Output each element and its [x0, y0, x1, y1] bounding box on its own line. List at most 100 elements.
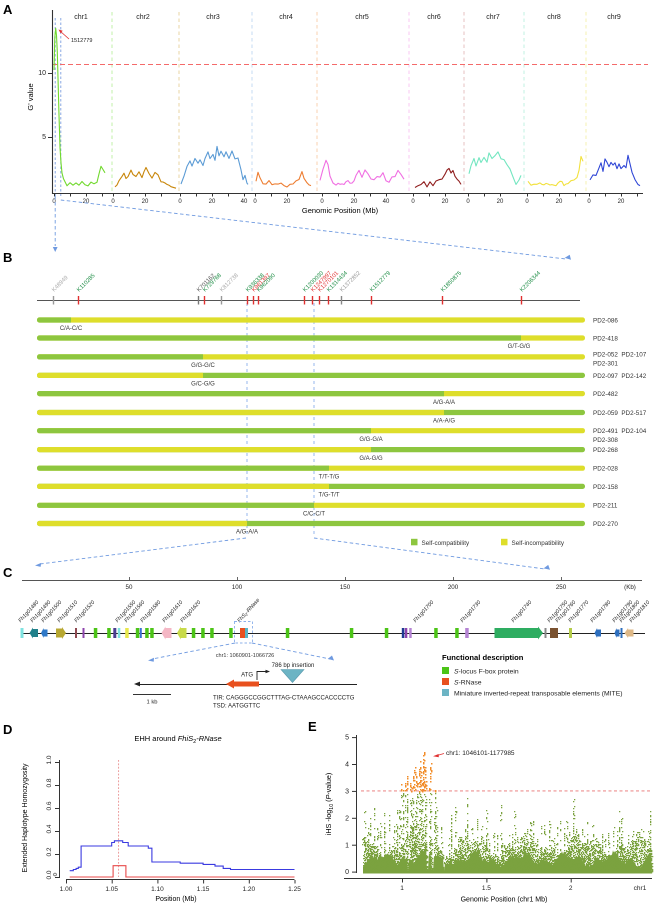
svg-text:chr6: chr6 — [427, 14, 441, 21]
svg-text:chr9: chr9 — [607, 14, 621, 21]
svg-text:PD2-270: PD2-270 — [593, 521, 618, 528]
svg-text:0: 0 — [52, 199, 56, 205]
svg-text:PD2-301: PD2-301 — [593, 360, 618, 367]
svg-text:20: 20 — [497, 199, 504, 205]
svg-text:1: 1 — [345, 842, 349, 849]
svg-text:Extended Haplotype Homozygosit: Extended Haplotype Homozygosity — [22, 763, 29, 872]
svg-text:Position (Mb): Position (Mb) — [155, 896, 196, 903]
svg-text:chr4: chr4 — [279, 14, 293, 21]
svg-text:3: 3 — [345, 789, 349, 796]
svg-text:chr3: chr3 — [206, 14, 220, 21]
svg-text:1.0: 1.0 — [46, 755, 53, 764]
svg-text:S-locus F-box protein: S-locus F-box protein — [454, 669, 519, 676]
svg-text:K48949: K48949 — [51, 275, 69, 293]
svg-text:4: 4 — [345, 762, 349, 769]
svg-text:Functional description: Functional description — [442, 653, 524, 662]
svg-text:chr7: chr7 — [486, 14, 500, 21]
svg-text:FhS2-RNase: FhS2-RNase — [237, 597, 262, 624]
svg-text:0: 0 — [587, 199, 591, 205]
svg-text:PD2-491 PD2-104: PD2-491 PD2-104 — [593, 428, 647, 435]
svg-text:(Kb): (Kb) — [624, 584, 636, 591]
svg-text:0: 0 — [253, 199, 257, 205]
svg-text:K2206344: K2206344 — [519, 270, 542, 293]
svg-text:EHH around FhiS2-RNase: EHH around FhiS2-RNase — [134, 734, 221, 745]
svg-text:G/G-G/A: G/G-G/A — [359, 437, 382, 443]
svg-text:1.25: 1.25 — [288, 886, 301, 893]
svg-text:G/T-G/G: G/T-G/G — [508, 344, 531, 350]
svg-text:1.10: 1.10 — [151, 886, 164, 893]
svg-text:0: 0 — [320, 199, 324, 205]
svg-text:A/G-A/A: A/G-A/A — [236, 530, 258, 536]
svg-text:Miniature inverted-repeat tran: Miniature inverted-repeat transposable e… — [454, 691, 623, 698]
svg-text:Self-compatibility: Self-compatibility — [422, 540, 470, 547]
svg-text:C: C — [3, 565, 13, 580]
svg-text:iHS -log10 (P-value): iHS -log10 (P-value) — [324, 773, 335, 836]
svg-text:G/G-G/C: G/G-G/C — [191, 363, 215, 369]
svg-text:1.5: 1.5 — [482, 885, 491, 892]
svg-text:0.8: 0.8 — [46, 778, 53, 787]
svg-text:20: 20 — [618, 199, 625, 205]
svg-text:K110285: K110285 — [76, 273, 96, 293]
svg-text:PD2-268: PD2-268 — [593, 447, 618, 454]
svg-text:PD2-418: PD2-418 — [593, 335, 618, 342]
svg-text:20: 20 — [284, 199, 291, 205]
svg-text:20: 20 — [556, 199, 563, 205]
svg-text:chr8: chr8 — [547, 14, 561, 21]
svg-text:0: 0 — [178, 199, 182, 205]
svg-text:chr1: 1060901-1066726: chr1: 1060901-1066726 — [216, 653, 274, 659]
svg-text:1.00: 1.00 — [60, 886, 73, 893]
svg-text:2: 2 — [569, 885, 573, 892]
svg-text:K812738: K812738 — [219, 273, 240, 294]
svg-text:10: 10 — [38, 70, 46, 77]
svg-text:1512779: 1512779 — [71, 38, 92, 44]
svg-text:0: 0 — [525, 199, 529, 205]
svg-text:chr1: chr1 — [634, 885, 647, 892]
svg-text:TIR: CAGGGCCGGCTTTAG-CTAAAGCCA: TIR: CAGGGCCGGCTTTAG-CTAAAGCCACCCCTG — [213, 696, 355, 702]
svg-text:100: 100 — [232, 584, 243, 591]
svg-text:T/T-T/G: T/T-T/G — [319, 474, 340, 480]
svg-text:786 bp insertion: 786 bp insertion — [272, 663, 315, 669]
svg-text:Genomic Position (Mb): Genomic Position (Mb) — [302, 206, 379, 215]
svg-text:ATG: ATG — [241, 673, 253, 679]
svg-text:PD2-059 PD2-517: PD2-059 PD2-517 — [593, 410, 647, 417]
svg-text:D: D — [3, 722, 12, 737]
svg-text:2: 2 — [345, 815, 349, 822]
svg-text:PD2-211: PD2-211 — [593, 503, 618, 510]
svg-text:PD2-308: PD2-308 — [593, 437, 618, 444]
svg-text:200: 200 — [448, 584, 459, 591]
svg-text:A: A — [3, 2, 13, 17]
svg-text:TSD: AATGGTTC: TSD: AATGGTTC — [213, 704, 261, 710]
svg-text:A/G-A/A: A/G-A/A — [433, 400, 455, 406]
svg-text:A/A-A/G: A/A-A/G — [433, 419, 455, 425]
svg-text:50: 50 — [126, 584, 133, 591]
svg-text:0: 0 — [466, 199, 470, 205]
svg-text:Self-incompatibility: Self-incompatibility — [512, 540, 565, 547]
svg-text:0.4: 0.4 — [46, 824, 53, 833]
svg-text:E: E — [308, 719, 317, 734]
svg-text:PD2-097 PD2-142: PD2-097 PD2-142 — [593, 373, 647, 380]
svg-text:1.20: 1.20 — [242, 886, 255, 893]
svg-text:20: 20 — [209, 199, 216, 205]
svg-text:PD2-086: PD2-086 — [593, 317, 618, 324]
svg-text:G/C-G/G: G/C-G/G — [191, 382, 215, 388]
svg-text:Fh1g01700: Fh1g01700 — [413, 600, 436, 624]
svg-text:chr1: chr1 — [74, 14, 88, 21]
svg-text:150: 150 — [340, 584, 351, 591]
svg-text:B: B — [3, 250, 12, 265]
svg-text:T/G-T/T: T/G-T/T — [319, 493, 340, 499]
svg-text:0.2: 0.2 — [46, 847, 53, 856]
svg-text:0: 0 — [345, 869, 349, 876]
svg-text:PD2-028: PD2-028 — [593, 466, 618, 473]
svg-text:20: 20 — [442, 199, 449, 205]
svg-text:0.0: 0.0 — [46, 870, 53, 879]
svg-text:Fh1g01730: Fh1g01730 — [460, 600, 483, 624]
svg-text:chr1: 1046101-1177985: chr1: 1046101-1177985 — [446, 750, 515, 757]
svg-text:K1512779: K1512779 — [369, 270, 392, 293]
svg-text:C/C-C/T: C/C-C/T — [303, 512, 325, 518]
svg-text:chr5: chr5 — [355, 14, 369, 21]
svg-text:S-RNase: S-RNase — [454, 680, 482, 687]
svg-text:5: 5 — [345, 735, 349, 742]
svg-text:G/A-G/G: G/A-G/G — [359, 456, 383, 462]
svg-text:PD2-052 PD2-107: PD2-052 PD2-107 — [593, 351, 647, 358]
svg-text:K1850875: K1850875 — [440, 270, 463, 293]
